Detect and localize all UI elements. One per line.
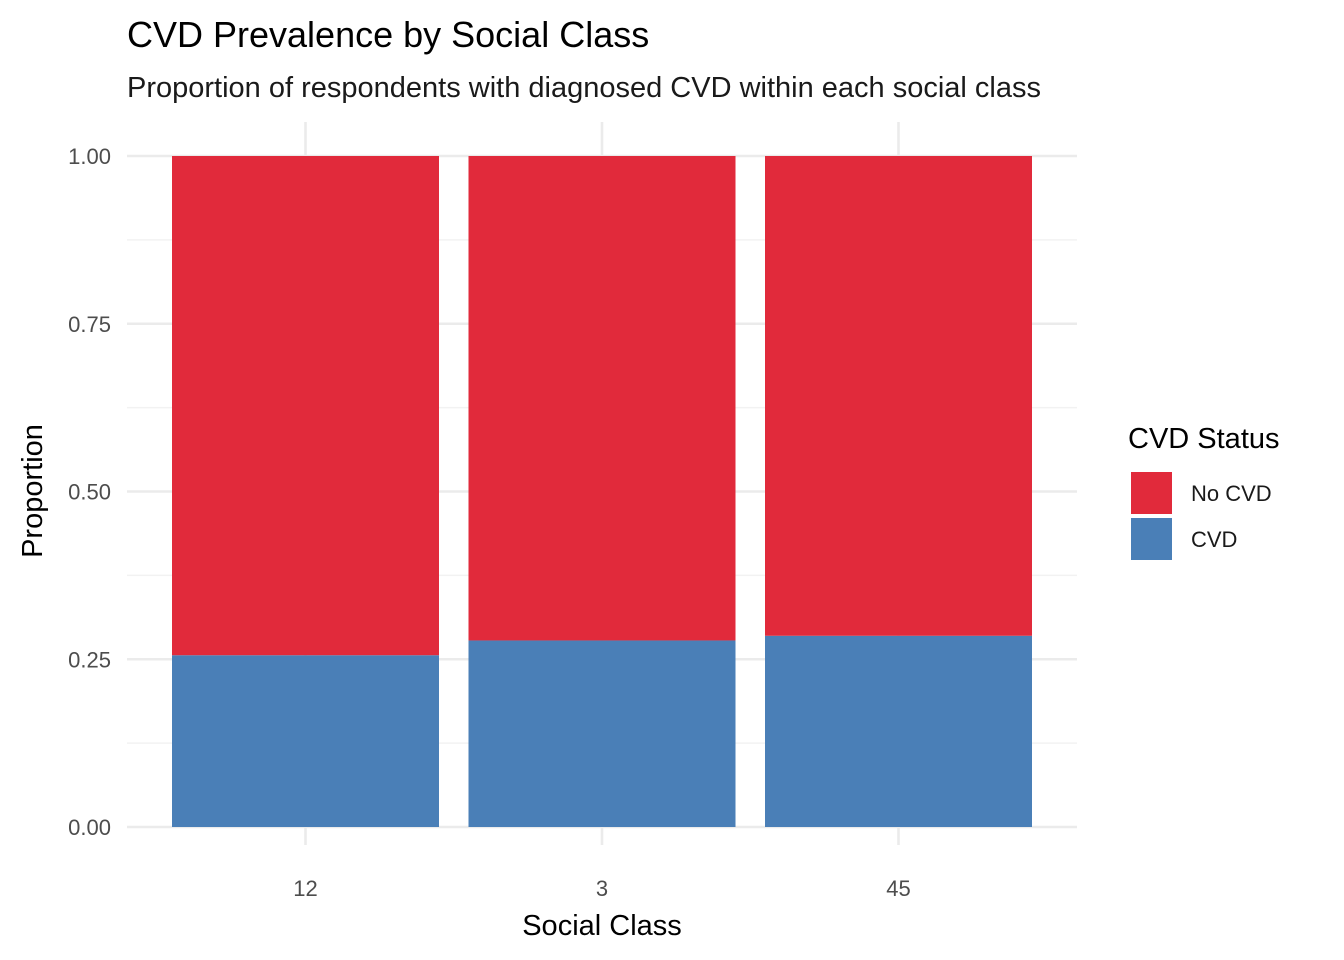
- bar-cvd-3: [468, 640, 736, 827]
- y-axis-title: Proportion: [17, 424, 49, 558]
- bars: [172, 156, 1032, 827]
- bar-cvd-45: [765, 635, 1032, 827]
- legend-items: No CVD CVD: [1131, 472, 1272, 560]
- bar-no-cvd-3: [468, 156, 736, 641]
- y-tick-label: 0.75: [68, 312, 111, 337]
- legend-swatch: [1131, 518, 1172, 560]
- x-tick-label: 12: [293, 876, 317, 901]
- chart-subtitle: Proportion of respondents with diagnosed…: [127, 72, 1041, 104]
- y-tick-label: 0.50: [68, 480, 111, 505]
- y-tick-labels: 0.00 0.25 0.50 0.75 1.00: [68, 144, 111, 840]
- legend: CVD Status No CVD CVD: [1128, 423, 1280, 560]
- chart-title: CVD Prevalence by Social Class: [127, 14, 649, 55]
- legend-label: No CVD: [1191, 481, 1272, 506]
- legend-swatch: [1131, 472, 1172, 514]
- legend-title: CVD Status: [1128, 423, 1280, 455]
- bar-no-cvd-45: [765, 156, 1032, 636]
- bar-no-cvd-12: [172, 156, 439, 656]
- x-tick-label: 45: [886, 876, 910, 901]
- x-axis-title: Social Class: [522, 910, 682, 942]
- y-tick-label: 0.25: [68, 647, 111, 672]
- bar-cvd-12: [172, 655, 439, 827]
- legend-label: CVD: [1191, 527, 1237, 552]
- x-tick-label: 3: [596, 876, 608, 901]
- y-tick-label: 1.00: [68, 144, 111, 169]
- x-tick-labels: 12 3 45: [293, 876, 910, 901]
- y-tick-label: 0.00: [68, 815, 111, 840]
